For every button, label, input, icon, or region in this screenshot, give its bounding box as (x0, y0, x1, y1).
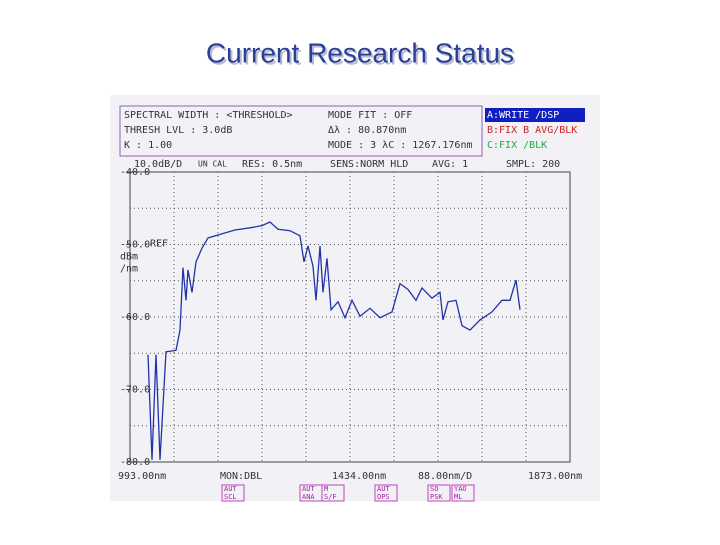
ref-label: REF (150, 239, 168, 250)
soft-key (321, 484, 345, 502)
soft-key-label: S/F (324, 493, 337, 501)
soft-key-label: SO (430, 485, 438, 493)
y-tick-label: -80.0 (120, 457, 150, 468)
soft-key-label: ANA (302, 493, 315, 501)
soft-key-label: SCL (224, 493, 237, 501)
soft-key-label: M (324, 485, 328, 493)
soft-key-label: AUT (224, 485, 237, 493)
header-text: SPECTRAL WIDTH : <THRESHOLD> (124, 110, 293, 121)
title-shadow: Current Research Status (208, 39, 516, 70)
soft-key-label: AUT (302, 485, 315, 493)
bottom-label: 1434.00nm (332, 471, 386, 482)
unit-label: dBm (120, 252, 138, 263)
status-text: RES: 0.5nm (242, 159, 302, 170)
bottom-label: MON:DBL (220, 471, 262, 482)
status-text: SENS:NORM HLD (330, 159, 408, 170)
unit-label: /nm (120, 264, 138, 275)
header-text: Δλ : 80.870nm (328, 125, 406, 136)
header-box (119, 105, 483, 157)
y-tick-label: -50.0 (120, 240, 150, 251)
trace-highlight (485, 108, 585, 122)
header-text: MODE : 3 λC : 1267.176nm (328, 140, 473, 151)
trace-label: A:WRITE /DSP (487, 110, 559, 121)
y-tick-label: -60.0 (120, 312, 150, 323)
soft-key (221, 484, 245, 502)
soft-key (374, 484, 398, 502)
trace-line (147, 221, 521, 460)
y-tick-label: -40.0 (120, 167, 150, 178)
soft-key (451, 484, 475, 502)
bottom-label: 1873.00nm (528, 471, 582, 482)
soft-key-label: ML (454, 493, 462, 501)
y-tick-label: -70.0 (120, 385, 150, 396)
soft-key-label: AUT (377, 485, 390, 493)
header-text: K : 1.00 (124, 140, 172, 151)
title: Current Research Status (206, 37, 514, 68)
trace-label: C:FIX /BLK (487, 140, 547, 151)
soft-key-label: OPS (377, 493, 390, 501)
status-text: AVG: 1 (432, 159, 468, 170)
soft-key-label: YAO (454, 485, 467, 493)
status-text: 10.0dB/D (134, 159, 182, 170)
header-text: MODE FIT : OFF (328, 110, 412, 121)
soft-key-label: PSK (430, 493, 443, 501)
bottom-label: 993.00nm (118, 471, 166, 482)
status-text: UN CAL (198, 160, 227, 169)
status-text: SMPL: 200 (506, 159, 560, 170)
header-text: THRESH LVL : 3.0dB (124, 125, 232, 136)
trace-label: B:FIX B AVG/BLK (487, 125, 577, 136)
bottom-label: 88.00nm/D (418, 471, 472, 482)
soft-key (427, 484, 451, 502)
